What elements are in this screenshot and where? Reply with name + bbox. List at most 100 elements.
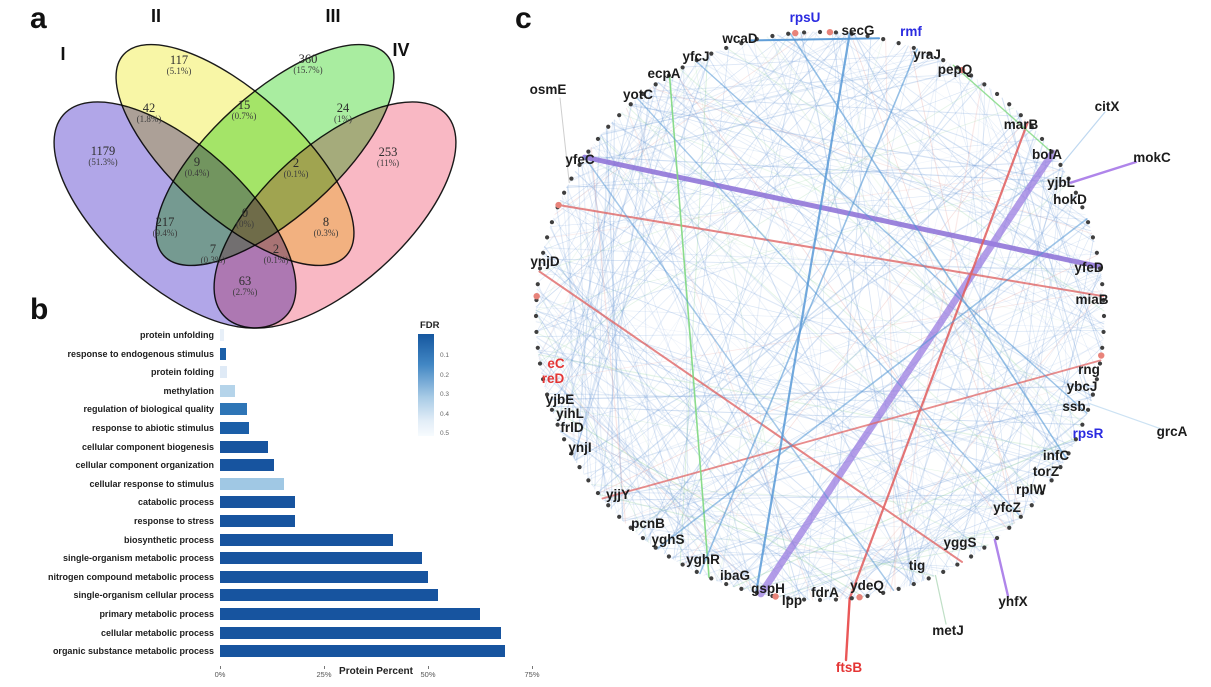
mesh-edge bbox=[777, 34, 1091, 228]
mesh-edge bbox=[696, 59, 1103, 280]
bar-category-label: nitrogen compound metabolic process bbox=[47, 571, 214, 582]
network-node bbox=[1007, 525, 1012, 530]
mesh-edge bbox=[558, 274, 1102, 427]
gene-label-mokC: mokC bbox=[1133, 150, 1171, 165]
network-node bbox=[926, 576, 931, 581]
mesh-edge bbox=[645, 73, 969, 93]
edge-reD-tig bbox=[538, 270, 963, 563]
mesh-edge bbox=[543, 290, 1104, 382]
mesh-edge bbox=[537, 347, 669, 557]
mesh-edge bbox=[602, 403, 1091, 500]
venn-region-count: 0 bbox=[242, 206, 248, 220]
mesh-edge bbox=[889, 82, 983, 592]
mesh-edge bbox=[725, 47, 1105, 312]
mesh-edge bbox=[557, 205, 1039, 499]
mesh-edge bbox=[718, 300, 1105, 582]
network-node bbox=[1039, 490, 1045, 496]
mesh-edge bbox=[587, 121, 1028, 480]
mesh-edge bbox=[542, 255, 1095, 390]
network-node bbox=[739, 586, 744, 592]
mesh-edge bbox=[612, 121, 782, 598]
network-node bbox=[617, 514, 622, 519]
bar bbox=[220, 515, 295, 527]
mesh-edge bbox=[846, 32, 1094, 393]
bar-category-label: cellular component organization bbox=[75, 460, 214, 471]
mesh-edge bbox=[783, 456, 1068, 599]
venn-region-percent: (0.4%) bbox=[185, 168, 210, 178]
bar bbox=[220, 645, 505, 658]
mesh-edge bbox=[573, 66, 685, 459]
mesh-edge bbox=[628, 49, 921, 107]
network-node bbox=[739, 40, 744, 46]
mesh-edge bbox=[625, 108, 919, 583]
bar-category-label: regulation of biological quality bbox=[83, 404, 214, 415]
edge-blue-chord-5 bbox=[656, 218, 1088, 550]
mesh-edge bbox=[777, 522, 1015, 598]
mesh-edge bbox=[560, 430, 856, 599]
gene-label-yjbE: yjbE bbox=[546, 392, 575, 407]
fdr-tick-label: 0.1 bbox=[440, 352, 450, 359]
mesh-edge bbox=[806, 32, 839, 600]
edge-blue-chord-4 bbox=[636, 97, 1022, 518]
mesh-edge bbox=[535, 311, 710, 578]
x-axis-tick-mark bbox=[324, 665, 325, 669]
mesh-edge bbox=[973, 84, 986, 555]
mesh-edge bbox=[545, 34, 782, 391]
mesh-edge bbox=[550, 405, 1083, 426]
network-node bbox=[694, 58, 699, 63]
gene-label-yjjY: yjjY bbox=[606, 487, 630, 502]
mesh-edge bbox=[850, 33, 1023, 516]
mesh-edge bbox=[568, 184, 575, 460]
mesh-edge bbox=[629, 325, 1105, 528]
mesh-edge bbox=[581, 160, 607, 503]
mesh-edge bbox=[537, 349, 1086, 420]
yhfX-link bbox=[993, 538, 1010, 598]
mesh-edge bbox=[843, 32, 934, 578]
network-node bbox=[1101, 313, 1107, 319]
network-node bbox=[628, 525, 633, 530]
mesh-edge bbox=[583, 121, 613, 474]
mesh-edge bbox=[535, 82, 659, 311]
network-node-highlighted bbox=[1098, 352, 1105, 359]
mesh-edge bbox=[610, 82, 983, 509]
mesh-edge bbox=[935, 56, 1094, 239]
citX-link bbox=[1060, 111, 1106, 167]
mesh-edge bbox=[638, 114, 1022, 536]
mesh-edge bbox=[948, 62, 1104, 299]
x-axis-tick-mark bbox=[220, 665, 221, 669]
network-node bbox=[1007, 102, 1012, 107]
mesh-edge bbox=[537, 286, 762, 595]
mesh-edge bbox=[538, 354, 1070, 454]
network-node bbox=[1097, 266, 1103, 271]
venn-region-percent: (5.1%) bbox=[167, 66, 192, 76]
gene-label-ybcJ: ybcJ bbox=[1067, 379, 1098, 394]
mesh-edge bbox=[540, 367, 775, 597]
edge-ecpA-yghR bbox=[668, 74, 710, 579]
gene-label-ssb: ssb bbox=[1062, 399, 1085, 414]
network-node bbox=[1094, 377, 1099, 382]
mesh-edge bbox=[906, 57, 939, 587]
gene-label-rmf: rmf bbox=[900, 24, 922, 39]
network-node bbox=[709, 576, 714, 581]
gene-label-yfcJ: yfcJ bbox=[682, 49, 709, 64]
mesh-edge bbox=[560, 200, 879, 595]
mesh-edge bbox=[543, 37, 881, 383]
gene-label-rng: rng bbox=[1078, 362, 1100, 377]
mesh-edge bbox=[625, 107, 814, 601]
gene-label-yfeC: yfeC bbox=[565, 152, 595, 167]
mesh-edge bbox=[937, 57, 1068, 456]
mesh-edge bbox=[716, 466, 1061, 582]
gene-label-frlD: frlD bbox=[560, 420, 584, 435]
gene-label-wcaD: wcaD bbox=[721, 31, 758, 46]
mesh-edge bbox=[536, 341, 751, 592]
mesh-edge bbox=[559, 201, 1104, 331]
mesh-edge bbox=[752, 39, 1058, 474]
network-node-highlighted bbox=[826, 28, 834, 36]
mesh-edge bbox=[600, 134, 821, 601]
bar bbox=[220, 589, 439, 602]
mesh-edge bbox=[580, 249, 1097, 470]
gene-label-gspH: gspH bbox=[751, 581, 785, 596]
network-node bbox=[1085, 220, 1091, 225]
ftsB-link bbox=[844, 597, 851, 662]
mesh-edge bbox=[586, 153, 620, 517]
